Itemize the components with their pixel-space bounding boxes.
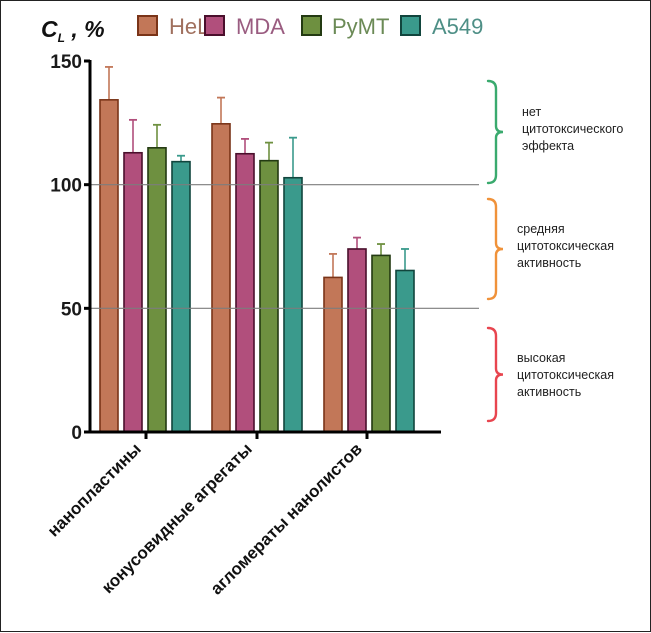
bar-hela <box>99 99 119 433</box>
annotation-text: цитотоксического <box>522 122 623 136</box>
annotation-text: активность <box>517 385 581 399</box>
y-tick-label: 100 <box>50 176 82 197</box>
y-tick-label: 50 <box>61 299 82 320</box>
x-tick-label: нанопластины <box>44 439 145 540</box>
bar-mda <box>123 151 143 433</box>
bar-mda <box>347 248 367 433</box>
annotations: нет цитотоксического эффекта средняя цитоток… <box>486 79 623 423</box>
y-axis-label-subscript: L <box>58 31 65 45</box>
legend-swatch-hela <box>137 15 158 36</box>
bar-pymt <box>259 159 279 433</box>
y-axis-label: CL , % <box>41 16 105 45</box>
legend-swatch-a549 <box>400 15 421 36</box>
legend-label-a549: A549 <box>432 14 483 39</box>
legend-swatch-pymt <box>301 15 322 36</box>
y-axis-label-suffix: , % <box>65 16 105 42</box>
brace-icon <box>486 79 504 185</box>
annotation-text: высокая <box>517 351 565 365</box>
bar-pymt <box>371 254 391 433</box>
y-tick-label: 0 <box>71 423 82 444</box>
y-tick-label: 150 <box>50 52 82 73</box>
y-axis-label-main: C <box>41 16 58 42</box>
annotation-text: активность <box>517 256 581 270</box>
annotation-text: средняя <box>517 222 565 236</box>
legend-label-pymt: PyMT <box>332 14 389 39</box>
bar-mda <box>235 152 255 433</box>
annotation-text: цитотоксическая <box>517 239 614 253</box>
brace-icon <box>486 326 504 423</box>
bar-a549 <box>283 176 303 433</box>
legend-swatch-mda <box>204 15 225 36</box>
bar-a549 <box>171 160 191 433</box>
gridlines-overlay <box>90 184 479 309</box>
bar-pymt <box>147 147 167 433</box>
brace-icon <box>486 197 504 301</box>
bar-a549 <box>395 269 415 433</box>
annotation-text: эффекта <box>522 139 574 153</box>
annotation-text: цитотоксическая <box>517 368 614 382</box>
legend: HeLa MDA PyMT A549 <box>137 14 483 39</box>
legend-label-mda: MDA <box>236 14 285 39</box>
bars <box>99 66 415 433</box>
bar-hela <box>211 123 231 433</box>
bar-hela <box>323 276 343 433</box>
annotation-text: нет <box>522 105 541 119</box>
